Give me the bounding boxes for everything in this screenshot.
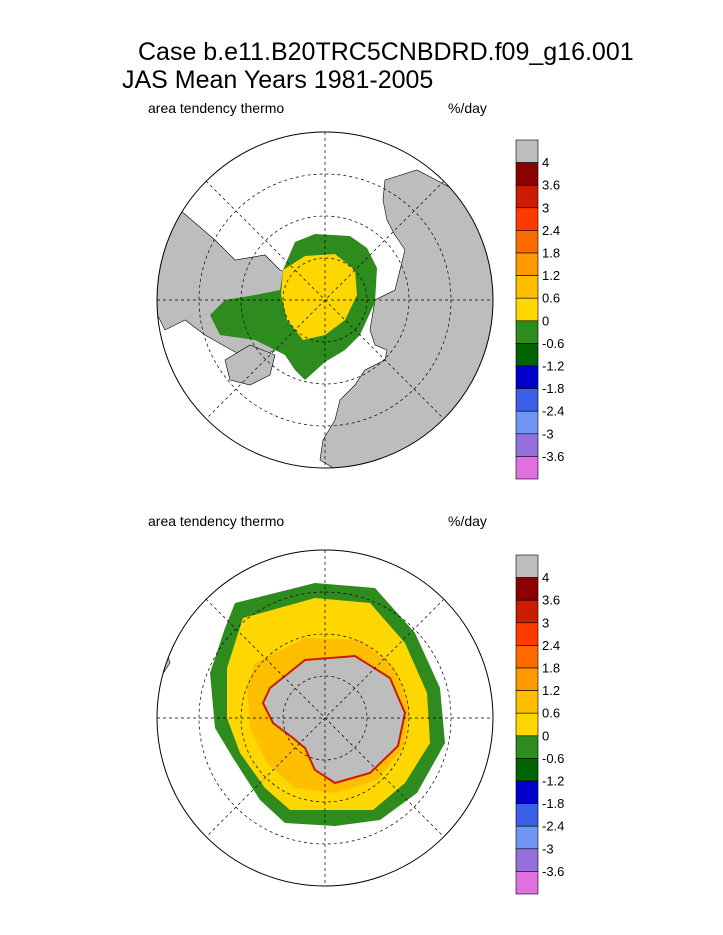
south-polar-map	[156, 549, 494, 887]
colorbar-swatch	[515, 871, 539, 895]
panel2-units-label: %/day	[448, 513, 487, 529]
colorbar-swatch	[515, 456, 539, 480]
colorbar-tick-label: -1.8	[542, 796, 564, 811]
colorbar-tick-label: 1.8	[542, 246, 560, 261]
antarctica-land	[261, 654, 407, 785]
colorbar-swatch	[515, 320, 539, 344]
colorbar-swatch	[515, 162, 539, 186]
panel1-colorbar: 4 3.6 3 2.4 1.8 1.2 0.6 0 -0.6 -1.2 -1.8 -2.4 -3 -3.6	[515, 139, 564, 480]
colorbar-tick-label: 1.8	[542, 661, 560, 676]
colorbar-tick-label: 0	[542, 728, 549, 743]
colorbar-swatch	[515, 848, 539, 872]
colorbar-tick-label: -1.8	[542, 381, 564, 396]
colorbar-swatch	[515, 139, 539, 163]
colorbar-swatch	[515, 622, 539, 646]
colorbar-swatch	[515, 388, 539, 412]
colorbar-swatch	[515, 690, 539, 714]
colorbar-swatch	[515, 667, 539, 691]
colorbar-swatch	[515, 275, 539, 299]
colorbar-tick-label: 3.6	[542, 178, 560, 193]
colorbar-swatch	[515, 230, 539, 254]
colorbar-swatch	[515, 712, 539, 737]
colorbar-swatch	[515, 207, 539, 231]
colorbar-tick-label: -2.4	[542, 819, 564, 834]
panel1-units-label: %/day	[448, 100, 487, 116]
colorbar-tick-label: 0.6	[542, 706, 560, 721]
eurasia-land	[319, 169, 493, 468]
colorbar-tick-label: 2.4	[542, 638, 560, 653]
panel2-colorbar: 4 3.6 3 2.4 1.8 1.2 0.6 0 -0.6 -1.2 -1.8 -2.4 -3 -3.6	[515, 554, 564, 895]
colorbar-tick-label: 1.2	[542, 268, 560, 283]
colorbar-swatch	[515, 252, 539, 276]
colorbar-swatch	[515, 735, 539, 759]
colorbar-swatch	[515, 433, 539, 457]
colorbar-swatch	[515, 645, 539, 669]
colorbar-swatch	[515, 410, 539, 435]
north-ice-core-positive	[281, 254, 357, 340]
panel1-variable-label: area tendency thermo	[148, 100, 285, 116]
colorbar-tick-label: 4	[542, 570, 549, 585]
colorbar-swatch	[515, 365, 539, 389]
colorbar-tick-label: 0	[542, 313, 549, 328]
colorbar-swatch	[515, 825, 539, 850]
colorbar-tick-label: -1.2	[542, 359, 564, 374]
colorbar-tick-label: -2.4	[542, 404, 564, 419]
colorbar-tick-label: 3	[542, 615, 549, 630]
colorbar-tick-label: 3.6	[542, 593, 560, 608]
colorbar-swatch	[515, 554, 539, 578]
colorbar-tick-label: -0.6	[542, 336, 564, 351]
colorbar-swatch	[515, 343, 539, 367]
colorbar-tick-label: -1.2	[542, 774, 564, 789]
colorbar-swatch	[515, 803, 539, 827]
greenland-land	[224, 344, 276, 386]
colorbar-swatch	[515, 780, 539, 804]
colorbar-tick-label: 1.2	[542, 683, 560, 698]
colorbar-swatch	[515, 758, 539, 782]
colorbar-tick-label: -3.6	[542, 449, 564, 464]
figure-title-period: JAS Mean Years 1981-2005	[122, 66, 434, 94]
colorbar-swatch	[515, 297, 539, 322]
colorbar-tick-label: -0.6	[542, 751, 564, 766]
colorbar-tick-label: 0.6	[542, 291, 560, 306]
figure-title-case: Case b.e11.B20TRC5CNBDRD.f09_g16.001	[138, 38, 634, 66]
colorbar-tick-label: 3	[542, 200, 549, 215]
north-polar-map	[156, 131, 494, 469]
colorbar-tick-label: -3.6	[542, 864, 564, 879]
colorbar-swatch	[515, 599, 539, 624]
colorbar-tick-label: 2.4	[542, 223, 560, 238]
colorbar-tick-label: -3	[542, 426, 554, 441]
colorbar-swatch	[515, 577, 539, 601]
colorbar-tick-label: 4	[542, 155, 549, 170]
colorbar-tick-label: -3	[542, 841, 554, 856]
panel2-variable-label: area tendency thermo	[148, 513, 285, 529]
colorbar-swatch	[515, 184, 539, 209]
